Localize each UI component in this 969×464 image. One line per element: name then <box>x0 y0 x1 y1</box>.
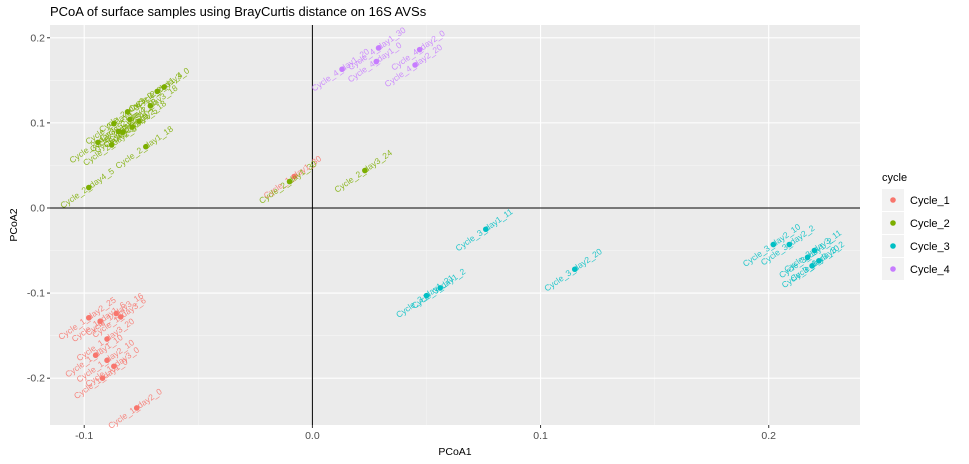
data-point <box>423 292 430 299</box>
data-point <box>147 103 154 109</box>
data-point <box>85 184 92 191</box>
data-point <box>770 241 777 248</box>
data-point <box>143 143 149 150</box>
x-axis-label: PCoA1 <box>438 446 471 458</box>
data-point <box>412 62 418 68</box>
data-point <box>571 266 578 273</box>
legend-swatch <box>890 220 896 226</box>
data-point <box>117 314 124 320</box>
data-point <box>809 263 815 269</box>
y-axis: -0.2 -0.1 0.0 0.1 0.2 <box>27 32 50 385</box>
x-axis: -0.1 0.0 0.1 0.2 <box>75 425 776 442</box>
data-point <box>375 45 382 51</box>
data-point <box>437 285 443 291</box>
data-point <box>804 254 811 261</box>
data-point <box>111 120 117 127</box>
x-tick-label: 0.2 <box>761 430 776 442</box>
data-point <box>811 247 818 254</box>
data-point <box>85 314 92 321</box>
y-tick-label: -0.2 <box>27 373 45 385</box>
data-point <box>111 363 117 370</box>
y-axis-label: PCoA2 <box>8 208 20 241</box>
data-point <box>95 139 101 146</box>
data-point <box>154 88 161 95</box>
data-point <box>136 118 142 124</box>
data-point <box>339 66 345 73</box>
data-point <box>286 178 293 185</box>
y-tick-label: 0.0 <box>30 202 45 214</box>
plot-background <box>50 25 860 425</box>
y-tick-label: 0.2 <box>30 32 45 44</box>
legend-swatch <box>890 243 896 249</box>
data-point <box>120 129 126 136</box>
data-point <box>483 226 489 233</box>
legend-swatch <box>890 197 896 203</box>
data-point <box>104 357 110 364</box>
data-point <box>133 405 140 411</box>
data-point <box>786 241 793 248</box>
legend-title: cycle <box>882 172 907 184</box>
chart-title: PCoA of surface samples using BrayCurtis… <box>50 4 427 19</box>
y-tick-label: 0.1 <box>30 117 45 129</box>
data-point <box>97 318 103 324</box>
x-tick-label: 0.0 <box>305 430 320 442</box>
data-point <box>127 116 133 123</box>
data-point <box>92 352 99 359</box>
legend-entry-label: Cycle_3 <box>910 241 950 253</box>
legend-entry-label: Cycle_2 <box>910 218 950 230</box>
data-point <box>291 173 297 180</box>
y-tick-label: -0.1 <box>27 288 45 300</box>
x-tick-label: 0.1 <box>533 430 548 442</box>
plot-panel: Cycle_1_day2_25Cycle_1_day1_6Cycle_1_day… <box>50 25 860 431</box>
x-tick-label: -0.1 <box>75 430 93 442</box>
data-point <box>373 58 380 65</box>
data-point <box>129 124 135 130</box>
data-point <box>99 375 106 381</box>
data-point <box>416 46 423 53</box>
data-point <box>115 128 122 135</box>
legend-swatch <box>890 266 896 272</box>
legend-entry-label: Cycle_4 <box>910 264 950 276</box>
data-point <box>108 142 115 148</box>
data-point <box>161 84 167 90</box>
legend-entry-label: Cycle_1 <box>910 195 950 207</box>
data-point <box>124 109 131 115</box>
data-point <box>104 336 110 342</box>
data-point <box>362 167 368 174</box>
data-point <box>113 310 119 317</box>
data-point <box>816 257 822 264</box>
